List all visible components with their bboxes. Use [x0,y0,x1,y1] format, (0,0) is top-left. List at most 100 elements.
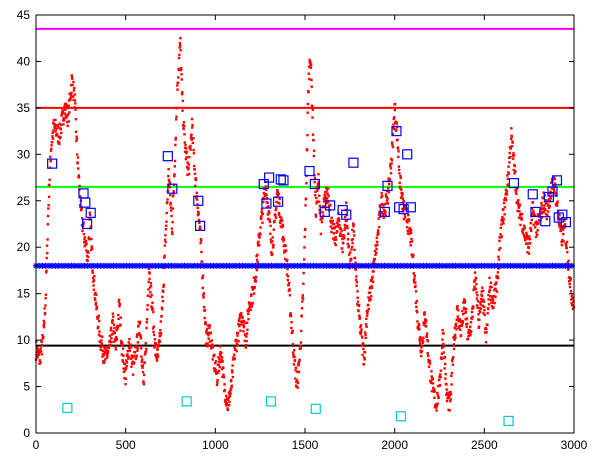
signal-point-1237 [367,307,370,311]
signal-point-1710 [494,282,498,286]
signal-point-1516 [442,351,446,354]
signal-point-474 [162,285,165,289]
signal-point-615 [200,250,203,254]
signal-point-22 [40,353,44,356]
signal-point-1146 [343,236,346,240]
signal-point-1196 [356,296,359,299]
signal-point-1990 [570,298,573,301]
signal-point-1664 [482,312,485,315]
signal-point-1929 [553,177,557,181]
cyan-marker-1 [181,396,192,407]
signal-point-634 [205,330,208,333]
signal-point-1536 [447,391,451,394]
signal-point-750 [236,343,239,347]
signal-point-754 [237,319,241,322]
blue-marker-21 [348,157,359,168]
signal-point-1206 [359,325,362,329]
signal-point-1904 [546,210,550,213]
signal-point-890 [274,213,277,217]
signal-point-1689 [489,295,492,298]
signal-point-1998 [572,300,575,303]
signal-point-856 [265,188,268,192]
signal-point-1757 [507,165,510,168]
signal-point-1913 [549,190,552,193]
signal-point-1979 [567,268,570,271]
signal-point-665 [213,367,217,371]
signal-point-1029 [311,108,315,111]
signal-point-147 [74,108,77,111]
signal-point-538 [179,49,182,52]
signal-point-1408 [413,274,416,277]
signal-point-554 [183,150,187,153]
signal-point-1562 [454,325,458,328]
blue-marker-3 [82,218,93,230]
signal-point-824 [256,261,259,264]
signal-point-1353 [398,185,402,188]
signal-point-1829 [526,237,530,240]
signal-point-1390 [408,230,412,233]
signal-point-937 [286,275,290,278]
signal-point-1176 [351,228,354,232]
signal-point-464 [159,320,163,323]
signal-point-360 [131,360,135,363]
signal-point-1816 [523,235,526,239]
signal-point-922 [282,238,286,241]
signal-point-887 [273,219,276,223]
signal-point-1084 [326,193,329,196]
signal-point-1022 [309,66,313,70]
signal-point-546 [181,99,185,103]
signal-point-1299 [384,211,387,214]
signal-point-801 [250,293,253,296]
signal-point-1855 [533,214,537,217]
signal-point-214 [92,284,95,287]
signal-point-1303 [385,195,388,199]
signal-point-746 [235,349,238,353]
signal-point-197 [87,236,91,239]
signal-point-70 [53,126,57,130]
signal-point-1204 [358,316,362,319]
signal-point-1543 [449,393,453,396]
signal-point-541 [180,73,183,76]
signal-point-29 [42,319,46,323]
signal-point-737 [233,353,236,356]
signal-point-239 [99,334,102,338]
signal-point-65 [52,129,55,132]
signal-point-312 [118,303,122,306]
signal-point-291 [113,340,116,343]
signal-point-159 [77,174,80,177]
signal-point-35 [44,304,47,307]
signal-point-1219 [362,363,366,366]
blue-marker-37 [557,209,568,220]
signal-point-1469 [429,381,433,385]
signal-point-520 [174,136,178,140]
blue-marker-4 [85,207,96,218]
signal-point-1253 [371,280,375,283]
signal-point-1917 [550,187,553,190]
signal-point-243 [100,339,103,342]
signal-point-152 [75,137,79,141]
signal-point-1932 [554,192,557,195]
signal-point-949 [290,326,293,330]
signal-point-1186 [353,256,357,260]
signal-point-1956 [560,226,564,230]
signal-point-1825 [525,233,529,237]
signal-point-1325 [391,143,394,146]
signal-point-1025 [310,85,313,88]
signal-point-361 [131,373,135,376]
signal-point-1197 [356,300,360,303]
signal-point-1581 [460,320,463,323]
signal-point-27 [42,335,45,339]
signal-point-734 [232,356,235,359]
signal-point-1305 [385,199,389,202]
signal-point-115 [65,104,69,107]
signal-point-1149 [343,215,347,219]
signal-point-1491 [435,404,439,407]
signal-point-1720 [497,267,500,270]
signal-point-1301 [384,193,388,196]
signal-point-1810 [521,231,525,234]
signal-point-1052 [317,200,321,203]
signal-point-1656 [480,293,483,296]
signal-point-1241 [368,287,372,290]
signal-point-1250 [371,277,374,280]
signal-point-329 [123,376,126,380]
